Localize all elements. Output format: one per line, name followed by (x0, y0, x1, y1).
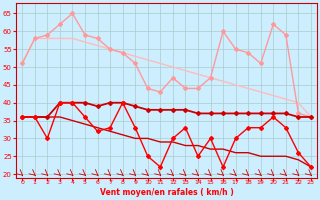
X-axis label: Vent moyen/en rafales ( km/h ): Vent moyen/en rafales ( km/h ) (100, 188, 234, 197)
